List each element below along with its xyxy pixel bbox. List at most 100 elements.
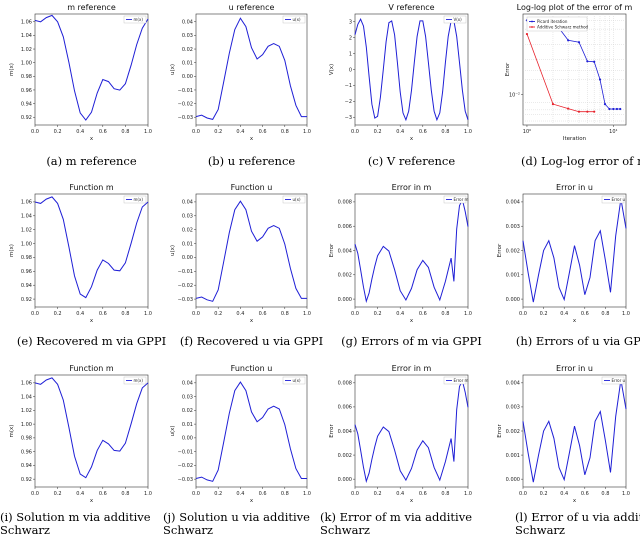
y-tick-label: −0.02	[178, 101, 193, 107]
x-axis-label: x	[90, 318, 94, 324]
x-tick-label: 1.0	[464, 491, 472, 497]
x-tick-label: 0.6	[99, 491, 107, 497]
y-tick-label: 0.002	[338, 453, 352, 459]
x-tick-label: 0.8	[601, 491, 609, 497]
x-tick-label: 0.4	[560, 491, 568, 497]
series-line	[354, 198, 469, 304]
legend-label: u(x)	[293, 197, 301, 202]
x-tick-label: 0.4	[396, 129, 404, 135]
x-tick-label: 0.2	[54, 491, 62, 497]
y-tick-label: 0.002	[338, 273, 352, 279]
panel-title: Function u	[231, 364, 273, 373]
x-tick-label: 0.2	[214, 311, 222, 317]
x-tick-label: 0.6	[419, 311, 427, 317]
legend-box	[601, 195, 625, 204]
y-axis-label: Error	[505, 62, 511, 76]
x-axis-label: x	[250, 318, 254, 324]
data-point	[608, 107, 611, 111]
legend-label: Error m	[454, 197, 469, 202]
panel-title: u reference	[229, 3, 275, 12]
plot-frame	[195, 13, 308, 126]
x-tick-label: 0.0	[31, 129, 39, 135]
legend-label: Additive Schwarz method	[537, 25, 589, 30]
panel-caption: (b) u reference	[208, 154, 296, 168]
y-tick-label: 0.98	[21, 436, 32, 442]
data-point	[577, 41, 581, 44]
y-tick-label: 0.01	[182, 422, 193, 428]
x-tick-label: 0.0	[31, 311, 39, 317]
x-tick-label: 0.8	[281, 491, 289, 497]
y-tick-label: 1.06	[21, 381, 32, 387]
panel-caption: (l) Error of u via additive	[515, 510, 640, 524]
data-point	[615, 107, 619, 111]
panel-e: Function m 0.0 0.2 0.4 0.6 0.8 1.0 1.06 1.04 1.02…	[9, 183, 166, 348]
y-tick-label: 1.02	[21, 47, 32, 53]
y-tick-label: 0.001	[506, 453, 520, 459]
y-tick-label: 0.004	[506, 381, 520, 387]
x-tick-label: 0.8	[121, 491, 129, 497]
y-tick-label: 1.02	[21, 408, 32, 414]
panel-b: u reference 0.0 0.2 0.4 0.6 0.8 1.0 0.04 0.03 0.0…	[170, 3, 311, 168]
panel-l: Error in u 0.0 0.2 0.4 0.6 0.8 1.0 0.004 0.003 0.…	[497, 364, 640, 537]
x-axis-label: x	[573, 318, 577, 324]
y-tick-label: 0.004	[338, 429, 352, 435]
x-tick-label: 0.8	[281, 129, 289, 135]
series-line	[195, 381, 307, 482]
x-tick-label: 0.8	[441, 311, 449, 317]
x-tick-label: 0.2	[540, 311, 548, 317]
x-tick-label: 0.0	[519, 311, 527, 317]
panel-title: Function m	[69, 364, 114, 373]
x-tick-label: 1.0	[464, 129, 472, 135]
plot-frame	[34, 13, 149, 126]
legend-label: Error u	[612, 197, 626, 202]
y-tick-label: −0.03	[178, 477, 193, 483]
x-tick-label: 0.2	[540, 491, 548, 497]
series-line	[34, 377, 149, 479]
panel-caption: (j) Solution u via additive	[163, 510, 310, 524]
panel-caption: (h) Errors of u via GPPI	[516, 334, 640, 348]
y-axis-label: V(x)	[329, 64, 335, 75]
y-tick-label: 0.000	[338, 297, 352, 303]
y-tick-label: 10⁻²	[509, 92, 520, 98]
x-tick-label: 0.8	[281, 311, 289, 317]
plot-frame	[354, 193, 469, 308]
legend-label: Error m	[454, 378, 469, 383]
y-axis-label: Error	[329, 243, 335, 257]
y-tick-label: 1.04	[21, 33, 32, 39]
y-axis-label: u(x)	[170, 245, 176, 256]
x-tick-label: 0.0	[351, 491, 359, 497]
legend-label: m(x)	[134, 378, 144, 383]
x-tick-label: 0.8	[441, 491, 449, 497]
x-tick-label: 0.2	[374, 311, 382, 317]
panel-caption: (i) Solution m via additive	[0, 510, 151, 524]
panel-caption: (k) Error of m via additive	[320, 510, 472, 524]
panel-caption-cont: Schwarz	[163, 523, 213, 537]
panel-title: Error in m	[392, 183, 432, 192]
panel-caption: (d) Log-log error of m	[521, 154, 640, 168]
x-tick-label: 0.0	[519, 491, 527, 497]
x-tick-label: 0.0	[192, 491, 200, 497]
y-axis-label: m(x)	[9, 244, 15, 257]
x-tick-label: 0.0	[192, 311, 200, 317]
y-tick-label: 0.004	[506, 200, 520, 206]
x-tick-label: 0.2	[54, 311, 62, 317]
panel-g: Error in m 0.0 0.2 0.4 0.6 0.8 1.0 0.008 0.006 0.…	[329, 183, 482, 348]
y-tick-label: −0.02	[178, 463, 193, 469]
panel-title: V reference	[388, 3, 434, 12]
x-tick-label: 1.0	[303, 491, 311, 497]
plot-frame	[195, 193, 308, 308]
y-tick-label: 0.01	[182, 241, 193, 247]
x-tick-label: 0.2	[214, 491, 222, 497]
panel-title: Function u	[231, 183, 273, 192]
panel-caption-cont: Schwarz	[0, 523, 50, 537]
x-tick-label: 0.4	[396, 311, 404, 317]
x-tick-label: 0.0	[351, 129, 359, 135]
legend-box	[123, 15, 147, 24]
x-tick-label: 0.0	[351, 311, 359, 317]
x-tick-label: 1.0	[303, 129, 311, 135]
y-axis-label: m(x)	[9, 63, 15, 76]
x-tick-label: 1.0	[144, 311, 152, 317]
x-tick-label: 0.6	[259, 129, 267, 135]
series-line	[34, 196, 149, 299]
